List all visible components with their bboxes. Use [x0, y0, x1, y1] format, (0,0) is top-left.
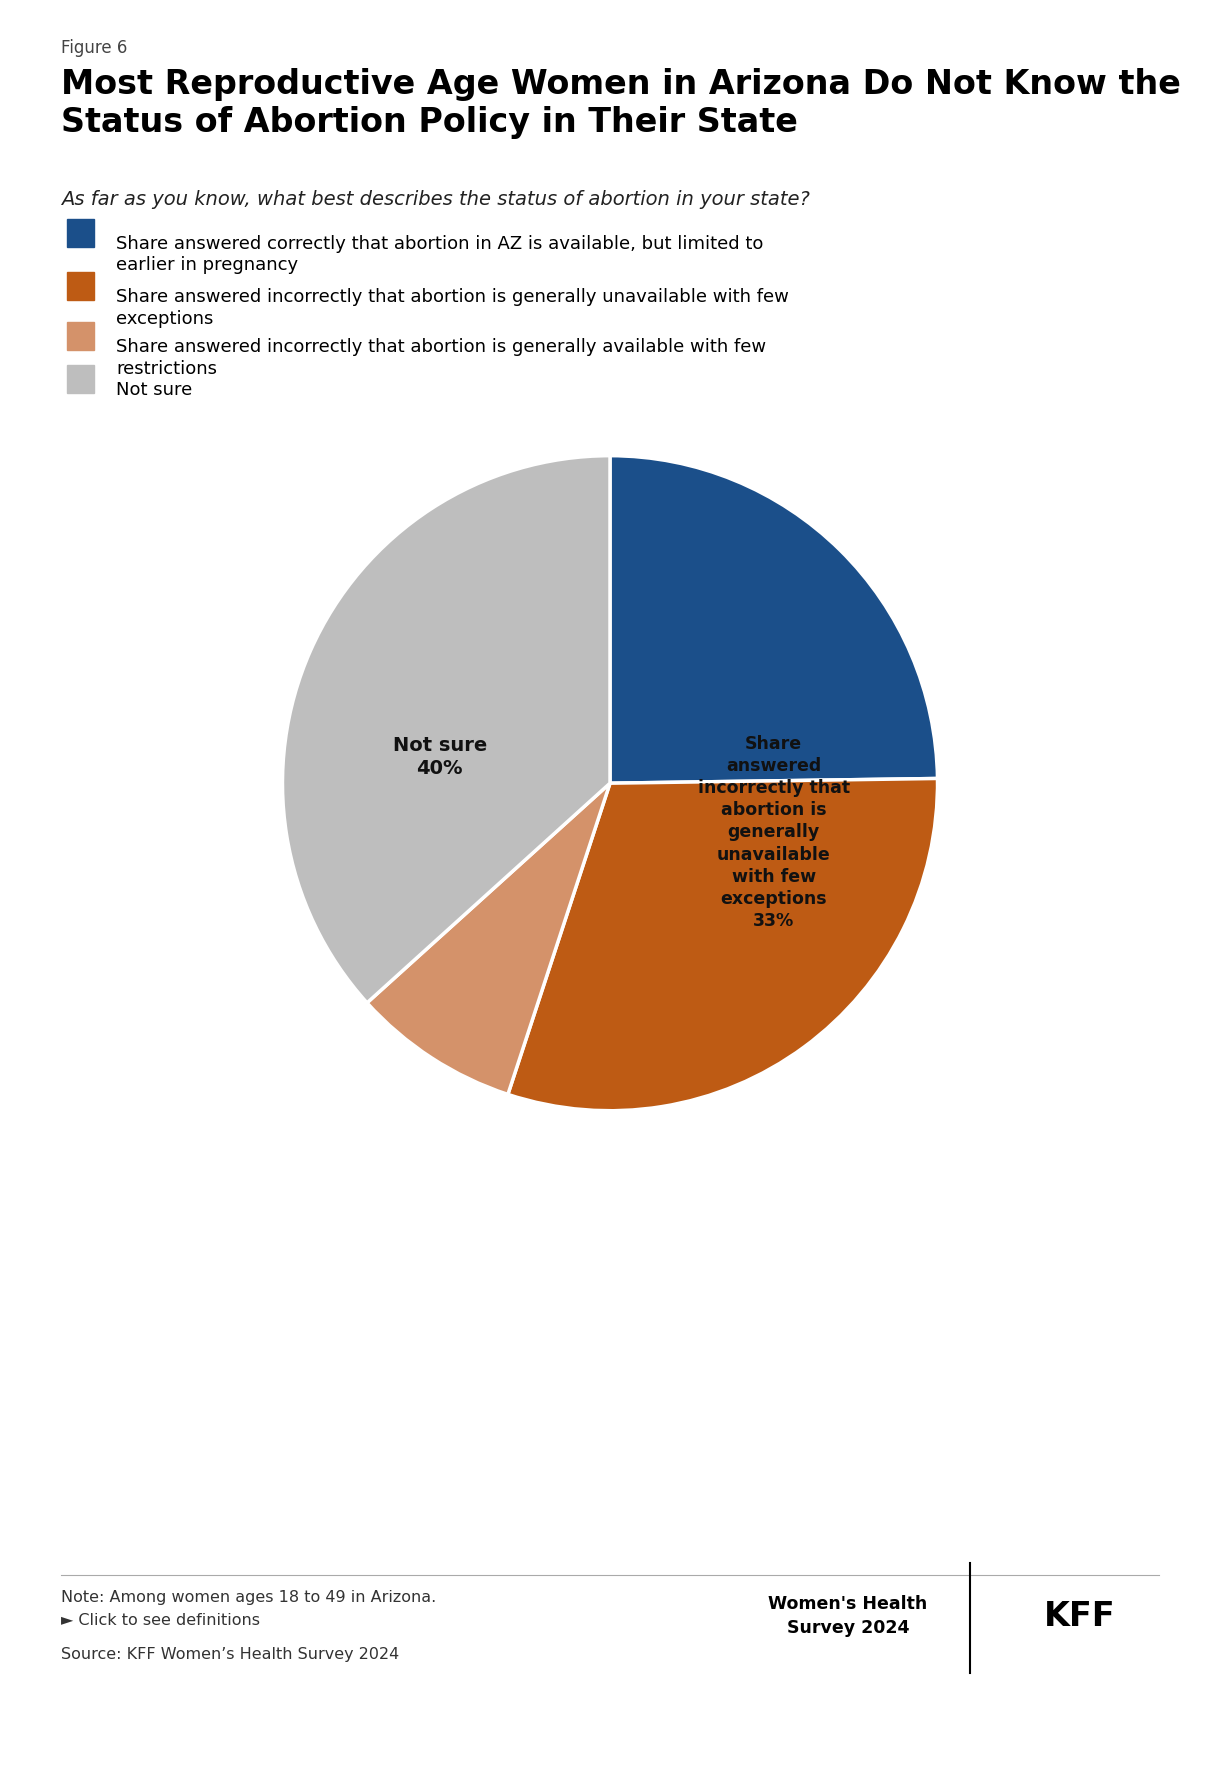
Text: Women's Health
Survey 2024: Women's Health Survey 2024: [769, 1595, 927, 1638]
Text: As far as you know, what best describes the status of abortion in your state?: As far as you know, what best describes …: [61, 190, 810, 210]
Text: Not sure
40%: Not sure 40%: [393, 735, 487, 778]
Wedge shape: [508, 778, 937, 1111]
Text: Share
answered
incorrectly that
abortion is
generally
unavailable
with few
excep: Share answered incorrectly that abortion…: [698, 735, 850, 931]
Wedge shape: [610, 456, 937, 783]
Text: Share answered incorrectly that abortion is generally available with few
restric: Share answered incorrectly that abortion…: [116, 338, 766, 377]
Text: Not sure: Not sure: [116, 381, 193, 399]
Wedge shape: [283, 456, 610, 1002]
Text: Share answered correctly that abortion in AZ is available, but limited to
earlie: Share answered correctly that abortion i…: [116, 235, 764, 274]
Wedge shape: [367, 783, 610, 1095]
Text: Most Reproductive Age Women in Arizona Do Not Know the
Status of Abortion Policy: Most Reproductive Age Women in Arizona D…: [61, 68, 1181, 139]
Text: ► Click to see definitions: ► Click to see definitions: [61, 1613, 260, 1627]
Text: KFF: KFF: [1044, 1600, 1115, 1632]
Text: Source: KFF Women’s Health Survey 2024: Source: KFF Women’s Health Survey 2024: [61, 1646, 399, 1661]
Text: Note: Among women ages 18 to 49 in Arizona.: Note: Among women ages 18 to 49 in Arizo…: [61, 1590, 437, 1604]
Text: Figure 6: Figure 6: [61, 39, 127, 57]
Text: Share answered incorrectly that abortion is generally unavailable with few
excep: Share answered incorrectly that abortion…: [116, 288, 789, 328]
